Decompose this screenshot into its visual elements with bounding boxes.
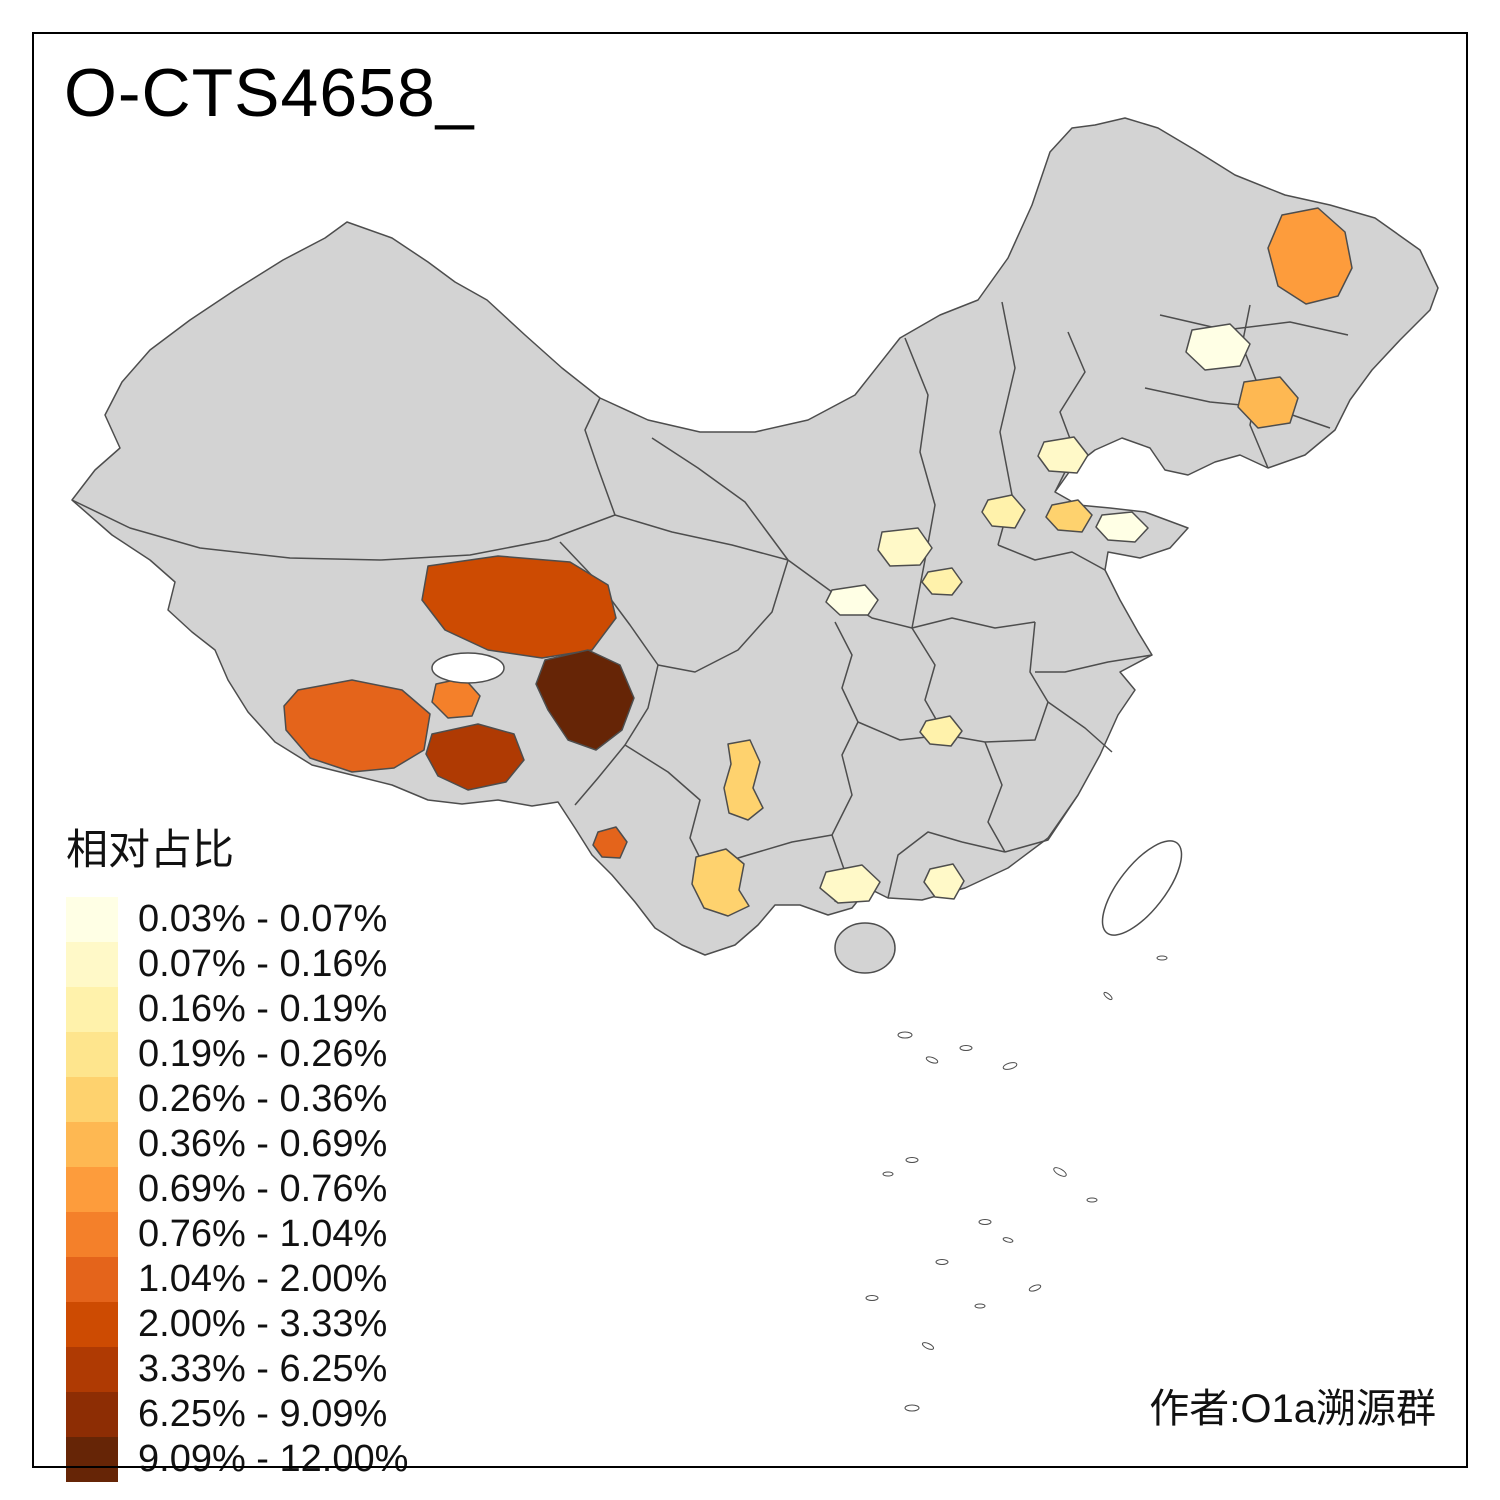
legend-label-3: 0.16% - 0.19%	[138, 988, 388, 1030]
legend-row: 0.76% - 1.04%	[66, 1212, 408, 1257]
highlight-regions	[283, 207, 1353, 917]
legend-label-13: 9.09% - 12.00%	[138, 1438, 409, 1480]
region-jilin-east	[1237, 376, 1299, 429]
legend-label-10: 2.00% - 3.33%	[138, 1303, 388, 1345]
legend-row: 0.26% - 0.36%	[66, 1077, 408, 1122]
author-credit: 作者:O1a溯源群	[1149, 1387, 1436, 1431]
legend-swatch-2	[66, 942, 118, 987]
legend-row: 3.33% - 6.25%	[66, 1347, 408, 1392]
legend-row: 9.09% - 12.00%	[66, 1437, 408, 1482]
region-shandong-northwest	[1045, 499, 1093, 533]
legend-swatch-8	[66, 1212, 118, 1257]
region-shaanxi-small	[921, 567, 963, 596]
legend-swatch-6	[66, 1122, 118, 1167]
region-yunnan-west-small	[592, 826, 628, 859]
legend-swatch-1	[66, 897, 118, 942]
region-yunnan-northwest	[723, 739, 764, 821]
south-china-sea-islands	[865, 955, 1168, 1412]
legend-swatch-12	[66, 1392, 118, 1437]
taiwan-island	[1101, 840, 1183, 936]
legend-label-5: 0.26% - 0.36%	[138, 1078, 388, 1120]
region-yunnan-central	[691, 848, 750, 917]
legend-swatch-7	[66, 1167, 118, 1212]
legend-label-11: 3.33% - 6.25%	[138, 1348, 388, 1390]
region-tibet-east	[535, 649, 635, 751]
legend-label-4: 0.19% - 0.26%	[138, 1033, 388, 1075]
legend-title: 相对占比	[66, 826, 235, 873]
region-hunan-small	[919, 715, 963, 747]
hainan-island	[834, 922, 896, 974]
legend-row: 0.69% - 0.76%	[66, 1167, 408, 1212]
figure-title: O-CTS4658_	[64, 55, 475, 131]
map-layer	[71, 117, 1439, 1412]
legend-swatch-3	[66, 987, 118, 1032]
legend-row: 0.07% - 0.16%	[66, 942, 408, 987]
region-tibet-south	[425, 723, 525, 791]
legend-label-9: 1.04% - 2.00%	[138, 1258, 388, 1300]
legend-label-8: 0.76% - 1.04%	[138, 1213, 388, 1255]
legend-row: 0.16% - 0.19%	[66, 987, 408, 1032]
region-guangxi-west	[819, 864, 881, 904]
region-tibet-north	[421, 555, 617, 659]
region-hebei-north	[1037, 436, 1089, 474]
legend-label-7: 0.69% - 0.76%	[138, 1168, 388, 1210]
legend-row: 0.03% - 0.07%	[66, 897, 408, 942]
region-ningxia-area	[877, 527, 933, 567]
region-shandong-east	[1095, 511, 1149, 543]
legend: 相对占比 0.03% - 0.07% 0.07% - 0.16% 0.16% -…	[66, 816, 408, 1482]
legend-rows: 0.03% - 0.07% 0.07% - 0.16% 0.16% - 0.19…	[66, 897, 408, 1482]
legend-label-1: 0.03% - 0.07%	[138, 898, 388, 940]
legend-row: 2.00% - 3.33%	[66, 1302, 408, 1347]
region-gansu-south	[825, 584, 879, 616]
legend-row: 6.25% - 9.09%	[66, 1392, 408, 1437]
legend-swatch-9	[66, 1257, 118, 1302]
legend-row: 1.04% - 2.00%	[66, 1257, 408, 1302]
region-heilongjiang-harbin	[1185, 323, 1251, 371]
region-tibet-west	[283, 679, 431, 773]
legend-swatch-13	[66, 1437, 118, 1482]
region-heilongjiang-north	[1267, 207, 1353, 305]
legend-label-6: 0.36% - 0.69%	[138, 1123, 388, 1165]
legend-swatch-5	[66, 1077, 118, 1122]
legend-label-12: 6.25% - 9.09%	[138, 1393, 388, 1435]
tibet-lake	[431, 652, 505, 684]
legend-row: 0.36% - 0.69%	[66, 1122, 408, 1167]
legend-swatch-4	[66, 1032, 118, 1077]
legend-row: 0.19% - 0.26%	[66, 1032, 408, 1077]
legend-swatch-10	[66, 1302, 118, 1347]
region-hebei-south	[981, 494, 1026, 529]
legend-label-2: 0.07% - 0.16%	[138, 943, 388, 985]
region-guangxi-small	[923, 863, 965, 900]
legend-swatch-11	[66, 1347, 118, 1392]
